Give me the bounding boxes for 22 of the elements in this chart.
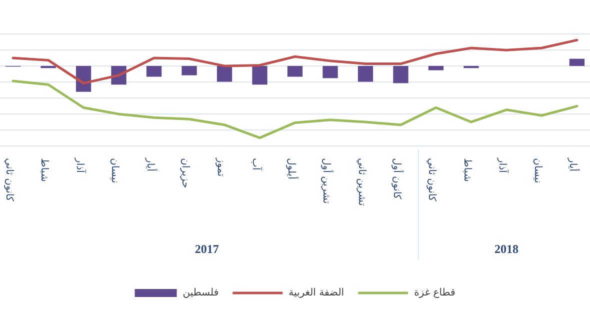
x-tick-label: آب xyxy=(250,158,264,172)
x-tick-label: كانون ثاني xyxy=(426,158,438,202)
x-tick-label: شباط xyxy=(461,158,472,182)
x-tick-label: تشرين أول xyxy=(320,158,334,204)
x-tick-label: أيلول xyxy=(285,158,298,180)
x-tick-label: تموز xyxy=(214,157,226,177)
x-tick-label: أيار xyxy=(144,157,158,172)
legend-label: فلسطين xyxy=(182,288,219,299)
x-tick-label: نيسان xyxy=(109,158,120,184)
x-tick-label: آذار xyxy=(496,157,510,174)
legend-label: قطاع غزة xyxy=(414,288,456,299)
x-tick-label: كانون ثاني xyxy=(3,158,14,202)
legend-label: الضفة الغربية xyxy=(288,288,344,299)
text: 2018 xyxy=(494,242,518,256)
x-tick-label: تشرين ثاني xyxy=(356,158,367,206)
text: 2017 xyxy=(194,242,219,256)
x-tick-label: نيسان xyxy=(532,158,543,184)
x-tick-label: حزيران xyxy=(180,158,191,188)
x-tick-label: شباط xyxy=(38,158,50,182)
x-tick-label: أيار xyxy=(567,157,580,172)
x-tick-label: كانون أول xyxy=(391,158,404,200)
x-tick-label: آذار xyxy=(74,157,87,174)
